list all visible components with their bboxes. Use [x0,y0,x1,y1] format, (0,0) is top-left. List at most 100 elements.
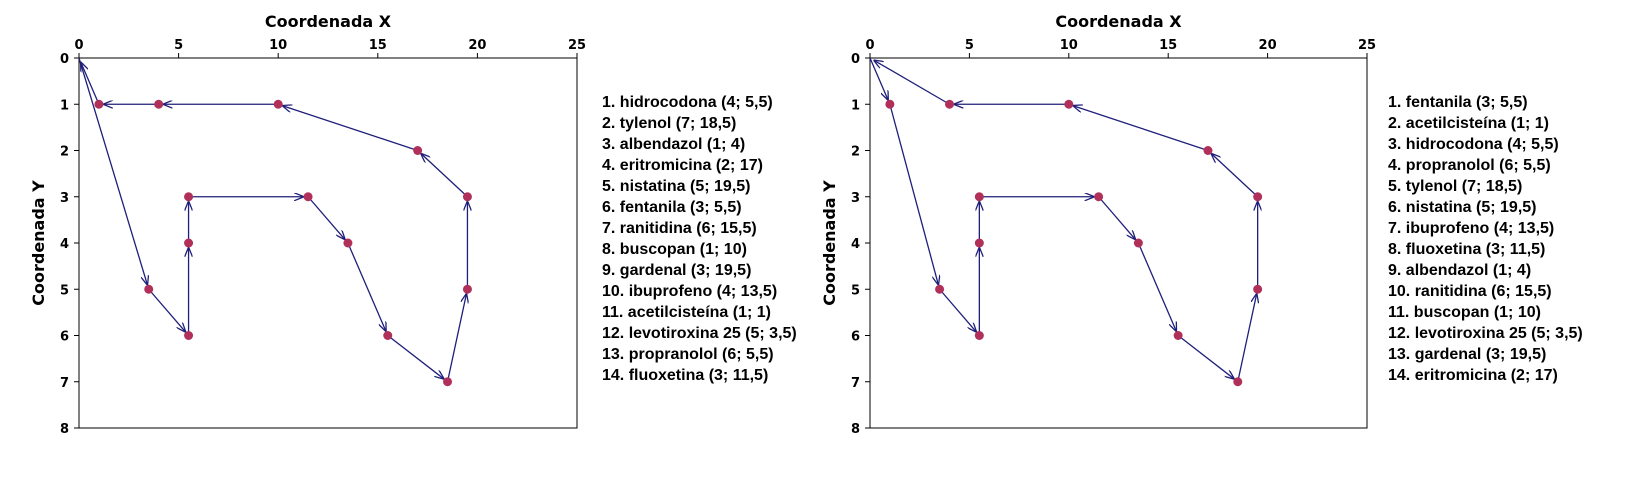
list-item: 8. buscopan (1; 10) [602,241,747,258]
y-tick-label: 2 [60,145,69,160]
y-tick-label: 8 [60,422,69,437]
route-point [1203,146,1213,155]
y-tick-label: 6 [60,330,69,345]
route-arrow [446,294,467,382]
route-arrow [1237,294,1257,382]
route-point [974,192,984,202]
route-arrow [869,57,888,100]
x-tick-label: 25 [1358,38,1376,53]
list-item: 14. fluoxetina (3; 11,5) [602,367,768,384]
route-point [184,238,194,248]
list-item: 11. buscopan (1; 10) [1388,304,1541,321]
route-point [1133,238,1143,248]
y-tick-label: 8 [851,422,860,437]
route-arrow [1098,196,1136,239]
x-tick-label: 0 [74,38,83,53]
list-item: 6. fentanila (3; 5,5) [602,199,742,216]
y-tick-label: 4 [851,237,860,252]
plot-frame [78,57,578,429]
y-tick-label: 3 [851,191,860,206]
route-arrow [1074,106,1209,152]
route-arrow [421,154,468,198]
route-point [303,192,313,202]
route-arrow [148,288,186,331]
chart-1: 0 5 10 15 20 25 0 1 2 3 4 5 6 7 8 Coordenada X Coordenad… [29,12,797,437]
route-point [343,238,353,248]
y-tick-label: 2 [851,145,860,160]
list-item: 5. tylenol (7; 18,5) [1388,178,1522,195]
y-tick-label: 1 [60,98,69,113]
list-item: 8. fluoxetina (3; 11,5) [1388,241,1545,258]
list-item: 11. acetilcisteína (1; 1) [602,304,771,321]
route-point [383,331,393,340]
route-point [144,284,154,294]
list-item: 4. propranolol (6; 5,5) [1388,157,1551,174]
route-point [974,331,984,340]
list-item: 13. gardenal (3; 19,5) [1388,346,1546,363]
y-tick-label: 5 [60,283,69,298]
route-point [974,238,984,248]
list-item: 4. eritromicina (2; 17) [602,157,763,174]
y-tick-label: 5 [851,283,860,298]
list-item: 14. eritromicina (2; 17) [1388,367,1558,384]
y-tick-label: 7 [851,376,860,391]
x-axis-title: Coordenada X [1055,12,1182,31]
route-arrow [78,57,147,284]
route-point [413,146,423,155]
route-arrow [81,63,100,105]
route-point [1253,192,1263,202]
list-item: 1. fentanila (3; 5,5) [1388,94,1528,111]
route-arrow [874,61,950,105]
y-tick-label: 7 [60,376,69,391]
x-tick-label: 0 [865,38,874,53]
route-arrow [283,106,418,152]
x-tick-label: 20 [468,38,486,53]
list-item: 3. hidrocodona (4; 5,5) [1388,136,1559,153]
list-item: 2. acetilcisteína (1; 1) [1388,115,1549,132]
route-point [184,192,194,202]
list-item: 3. albendazol (1; 4) [602,136,745,153]
x-tick-label: 15 [1159,38,1177,53]
list-item: 12. levotiroxina 25 (5; 3,5) [602,325,797,342]
route-point [885,99,895,109]
route-arrow [307,196,345,239]
route-point [1173,331,1183,340]
route-point [1064,99,1074,109]
x-tick-label: 25 [568,38,586,53]
route-point [1253,284,1263,294]
route-point [935,284,945,294]
list-item: 13. propranolol (6; 5,5) [602,346,774,363]
list-item: 10. ranitidina (6; 15,5) [1388,283,1552,300]
route-point [462,192,472,202]
list-item: 10. ibuprofeno (4; 13,5) [602,283,777,300]
list-item: 1. hidrocodona (4; 5,5) [602,94,773,111]
route-point [154,99,164,109]
route-arrow [347,242,386,331]
route-arrow [1137,242,1176,331]
route-arrow [387,334,444,379]
x-tick-label: 10 [1060,38,1078,53]
y-tick-label: 4 [60,237,69,252]
route-arrow [1212,154,1259,198]
y-tick-label: 0 [60,52,69,67]
y-tick-label: 6 [851,330,860,345]
y-tick-label: 0 [851,52,860,67]
x-tick-label: 20 [1259,38,1277,53]
x-tick-label: 5 [965,38,974,53]
x-tick-label: 15 [369,38,387,53]
y-axis-title: Coordenada Y [820,180,839,306]
list-item: 7. ibuprofeno (4; 13,5) [1388,220,1554,237]
route-point [1094,192,1104,202]
route-point [443,377,453,387]
list-item: 9. gardenal (3; 19,5) [602,262,751,279]
route-arrow [889,104,938,284]
route-point [94,99,104,109]
list-item: 2. tylenol (7; 18,5) [602,115,736,132]
y-axis-title: Coordenada Y [29,180,48,306]
y-tick-label: 3 [60,191,69,206]
list-item: 6. nistatina (5; 19,5) [1388,199,1537,216]
route-point [273,99,283,109]
x-axis-title: Coordenada X [265,12,392,31]
list-item: 9. albendazol (1; 4) [1388,262,1531,279]
